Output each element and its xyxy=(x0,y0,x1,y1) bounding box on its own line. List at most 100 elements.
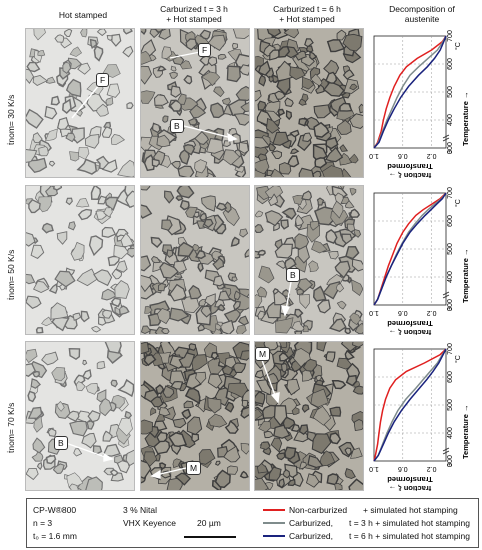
grain xyxy=(69,46,83,57)
grain xyxy=(155,384,165,395)
grain xyxy=(314,157,328,169)
grain xyxy=(352,385,363,395)
grain xyxy=(289,148,300,154)
grain xyxy=(266,169,274,177)
grain xyxy=(109,468,119,477)
grain xyxy=(349,188,357,196)
grain xyxy=(159,261,179,279)
grain xyxy=(232,29,249,39)
grain xyxy=(65,78,82,98)
series-line-0 xyxy=(373,192,447,306)
grain xyxy=(241,399,249,408)
arrowhead-r3c3-m xyxy=(270,392,280,404)
grain xyxy=(156,307,171,325)
grain xyxy=(126,102,134,109)
grain xyxy=(157,282,167,292)
grain xyxy=(26,362,37,377)
label-bainite-r1c2: B xyxy=(170,119,184,133)
grain xyxy=(334,483,343,490)
grain xyxy=(141,274,153,293)
fraction-axis-label: Transformed xyxy=(387,319,433,328)
grain xyxy=(62,61,72,74)
grain xyxy=(323,81,345,97)
grain xyxy=(298,424,309,436)
grain xyxy=(256,186,272,201)
decomposition-chart-50: 300 400 500 600 700 0 1.0 0.6 0.2 Temperature → °C… xyxy=(369,187,470,335)
grain xyxy=(102,430,113,442)
grain xyxy=(113,244,129,260)
fraction-tick-label: 0.6 xyxy=(398,309,408,316)
grain xyxy=(207,373,223,389)
grain xyxy=(65,197,73,206)
grain xyxy=(336,119,352,135)
grain xyxy=(321,165,344,177)
legend-name-carb6: Carburized, xyxy=(289,531,333,541)
axis-break xyxy=(442,447,450,452)
header-decomposition: Decomposition of austenite xyxy=(389,4,455,24)
grain xyxy=(349,113,363,130)
decomposition-chart-30: 300 400 500 600 700 0 1.0 0.6 0.2 Temperature → °C… xyxy=(369,30,470,178)
grain xyxy=(81,432,97,449)
grain xyxy=(328,318,347,333)
fraction-axis-label: Transformed xyxy=(387,162,433,171)
grain xyxy=(325,136,339,150)
grain xyxy=(177,165,195,177)
grain xyxy=(203,218,214,229)
grain xyxy=(268,193,278,207)
legend-name-carb3: Carburized, xyxy=(289,518,333,528)
grain xyxy=(41,316,53,327)
grain xyxy=(329,432,342,445)
grain xyxy=(101,159,118,173)
grain xyxy=(358,103,363,114)
grain xyxy=(68,483,79,490)
grain xyxy=(210,102,225,119)
grain xyxy=(26,295,42,309)
grain xyxy=(33,29,46,41)
grain xyxy=(315,374,322,382)
grain xyxy=(141,50,152,65)
grain xyxy=(223,445,241,463)
grain xyxy=(279,342,288,348)
grain xyxy=(231,276,238,283)
grain xyxy=(84,134,100,149)
grain xyxy=(161,46,173,60)
grain xyxy=(120,232,134,247)
grain xyxy=(272,131,290,146)
grain xyxy=(268,466,282,481)
grain xyxy=(153,94,169,106)
grain xyxy=(302,325,309,333)
grain xyxy=(194,249,206,260)
grain xyxy=(214,460,221,466)
micrograph-r1-c1 xyxy=(25,28,135,178)
grain xyxy=(324,146,344,163)
micrograph-texture xyxy=(255,186,363,334)
legend-microscope: VHX Keyence xyxy=(123,518,176,528)
legend-etchant: 3 % Nital xyxy=(123,505,158,515)
series-line-0 xyxy=(373,35,447,149)
header-hot-stamped: Hot stamped xyxy=(58,10,108,20)
grain xyxy=(284,97,294,107)
grain xyxy=(255,369,265,379)
grain xyxy=(153,438,171,455)
fraction-axis-label: fraction ξ → xyxy=(389,328,432,335)
grain xyxy=(336,357,354,370)
grain xyxy=(207,56,218,67)
grain xyxy=(185,38,198,51)
grain xyxy=(141,419,153,435)
arrow-r2c3-b xyxy=(285,281,292,311)
grain xyxy=(198,449,216,465)
grain xyxy=(56,401,65,412)
grain xyxy=(240,406,249,419)
grain xyxy=(159,342,176,357)
grain xyxy=(110,379,118,388)
grain xyxy=(344,199,355,209)
grain xyxy=(143,451,158,467)
grain xyxy=(322,280,341,300)
label-bainite-r3c1: B xyxy=(54,436,68,450)
grain xyxy=(345,245,360,260)
legend-desc-carb6: t = 6 h + simulated hot stamping xyxy=(349,531,470,541)
grain xyxy=(45,128,58,142)
grain xyxy=(353,419,363,432)
grain xyxy=(183,74,193,85)
grain xyxy=(141,204,153,219)
